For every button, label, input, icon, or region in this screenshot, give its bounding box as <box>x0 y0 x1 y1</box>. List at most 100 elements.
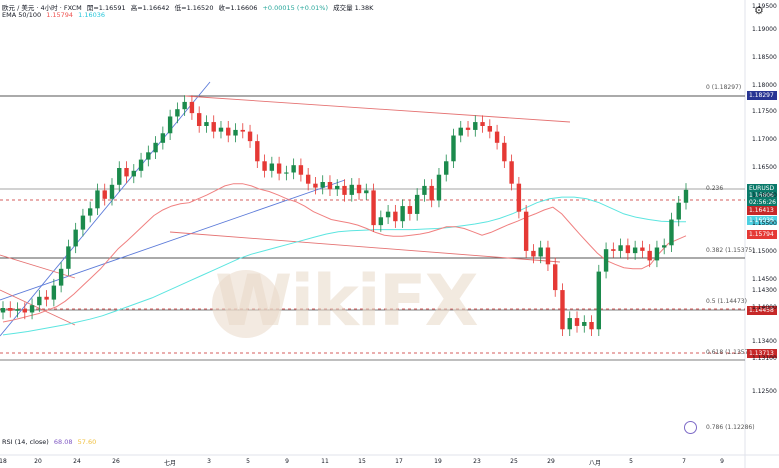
price-tag-fib0618: 1.13713 <box>747 349 777 358</box>
fib-label-0: 0 (1.18297) <box>706 84 742 91</box>
candle-body <box>487 126 493 132</box>
x-tick-label: 19 <box>434 458 442 465</box>
x-tick-label: 25 <box>510 458 518 465</box>
candle-body <box>596 271 602 330</box>
candle-body <box>662 245 667 248</box>
candle-body <box>153 142 158 153</box>
candle-body <box>516 183 522 212</box>
candles <box>0 95 689 336</box>
price-tag-fib05: 1.14458 <box>747 306 777 315</box>
rsi-title[interactable]: RSI (14, close) <box>2 438 49 446</box>
price-tag-last: 1.16606 <box>747 191 777 200</box>
price-tag-support: 1.16413 <box>747 206 777 215</box>
y-tick-label: 1.17500 <box>752 108 777 115</box>
candle-body <box>22 309 27 313</box>
header-ohlc: 欧元 / 美元 · 4小时 · FXCM 開=1.16591 高=1.16642… <box>2 2 376 12</box>
candle-body <box>218 127 224 132</box>
candle-body <box>276 163 282 174</box>
ema50-line <box>2 183 687 323</box>
candle-body <box>451 135 456 162</box>
candle-body <box>327 182 333 190</box>
change-value: +0.00015 (+0.01%) <box>262 4 328 12</box>
candle-body <box>349 184 354 195</box>
price-tag-countdown: 02:56:26 <box>747 198 777 207</box>
candle-body <box>262 161 267 171</box>
y-tick-label: 1.18500 <box>752 54 777 61</box>
candle-body <box>160 133 166 143</box>
watermark-logo-icon <box>212 270 280 338</box>
trend-line <box>169 231 561 263</box>
x-tick-label: 15 <box>358 458 366 465</box>
candle-body <box>291 165 296 173</box>
candle-body <box>589 322 594 330</box>
y-tick-label: 1.17000 <box>752 136 777 143</box>
candle-body <box>320 182 325 188</box>
candle-body <box>647 250 652 261</box>
y-tick-label: 1.14300 <box>752 287 777 294</box>
candle-body <box>15 309 20 311</box>
x-tick-label: 八月 <box>588 460 602 467</box>
tradingview-logo-icon[interactable] <box>684 421 697 434</box>
y-tick-label: 1.14500 <box>752 276 777 283</box>
rsi-value-2: 57.60 <box>77 438 97 446</box>
fib-label-0382: 0.382 (1.15375) <box>706 247 755 254</box>
candle-body <box>204 122 209 126</box>
symbol-label[interactable]: 欧元 / 美元 · 4小时 · FXCM <box>2 4 82 12</box>
fib-label-05: 0.5 (1.14473) <box>706 298 747 305</box>
candle-body <box>465 127 471 130</box>
candle-body <box>124 168 129 177</box>
candle-body <box>313 183 318 188</box>
candle-body <box>58 268 64 286</box>
gear-icon[interactable]: ⚙ <box>754 4 764 17</box>
candle-body <box>240 129 245 132</box>
candle-body <box>305 174 311 184</box>
candle-body <box>167 116 173 134</box>
candle-body <box>138 159 144 171</box>
candle-body <box>196 113 202 126</box>
candle-body <box>422 185 427 195</box>
x-tick-label: 5 <box>246 458 250 465</box>
ema-title[interactable]: EMA 50/100 <box>2 11 42 19</box>
trend-line <box>0 81 211 337</box>
candle-body <box>436 174 442 201</box>
candle-body <box>8 308 13 311</box>
y-tick-label: 1.13100 <box>752 355 777 362</box>
y-tick-label: 1.15000 <box>752 248 777 255</box>
candle-body <box>502 142 507 162</box>
candle-body <box>523 211 529 251</box>
x-tick-label: 7 <box>682 458 686 465</box>
candle-body <box>87 208 93 216</box>
candle-body <box>356 184 362 194</box>
trend-line <box>0 179 346 301</box>
candle-body <box>298 165 304 175</box>
y-tick-label: 1.16000 <box>752 192 777 199</box>
x-tick-label: 3 <box>207 458 211 465</box>
candle-body <box>0 308 6 313</box>
y-tick-label: 1.14000 <box>752 304 777 311</box>
fib-label-0786: 0.786 (1.12286) <box>706 424 755 431</box>
candle-body <box>494 131 500 143</box>
candle-body <box>400 206 405 222</box>
candle-body <box>80 215 86 230</box>
candle-body <box>640 247 645 251</box>
candle-body <box>654 247 660 261</box>
candle-body <box>284 172 289 174</box>
watermark: WikiFX <box>215 260 479 342</box>
candle-body <box>95 190 100 209</box>
candle-body <box>37 296 42 306</box>
candle-body <box>618 245 623 251</box>
trend-line <box>184 95 571 123</box>
x-tick-label: 5 <box>629 458 633 465</box>
candle-body <box>414 194 420 214</box>
candle-body <box>117 168 122 185</box>
candle-body <box>473 122 478 130</box>
y-tick-label: 1.15500 <box>752 220 777 227</box>
candle-body <box>335 185 340 190</box>
candle-body <box>255 141 260 162</box>
candle-body <box>44 296 49 300</box>
ema-legend: EMA 50/100 1.15794 1.16036 <box>2 11 108 19</box>
close-value: 收=1.16606 <box>218 4 258 12</box>
candle-body <box>131 170 136 177</box>
candle-body <box>444 161 449 175</box>
